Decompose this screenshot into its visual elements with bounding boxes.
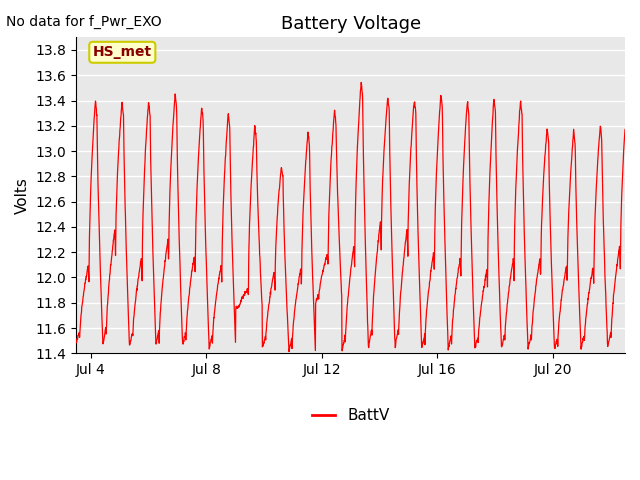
- Text: No data for f_Pwr_EXO: No data for f_Pwr_EXO: [6, 14, 162, 28]
- Y-axis label: Volts: Volts: [15, 177, 30, 214]
- Legend: BattV: BattV: [306, 402, 396, 429]
- Text: HS_met: HS_met: [93, 45, 152, 60]
- Title: Battery Voltage: Battery Voltage: [280, 15, 420, 33]
